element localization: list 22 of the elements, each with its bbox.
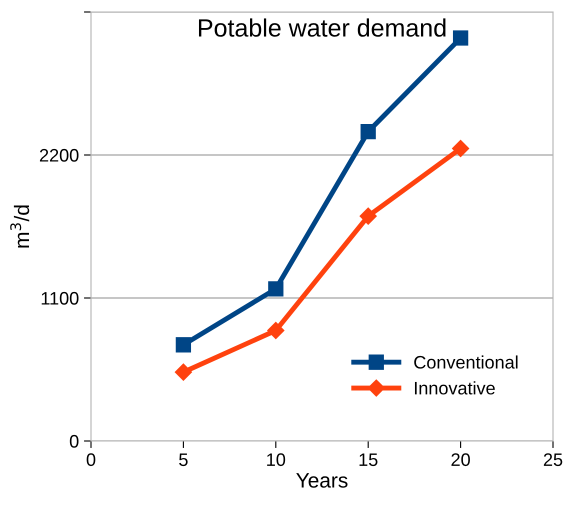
x-tick-label: 5 (179, 453, 188, 466)
x-tick-label: 25 (544, 453, 562, 466)
point (268, 281, 284, 297)
y-axis-title: m$^{3}$/d (10, 205, 30, 248)
x-tick-label: 20 (451, 453, 470, 466)
point (174, 364, 192, 381)
y-tick-label: 2200 (40, 148, 78, 162)
legend-label: Conventional (414, 355, 518, 369)
y-tick-label: 0 (70, 434, 78, 448)
point (360, 124, 376, 140)
x-tick-label: 0 (86, 453, 96, 466)
point (176, 337, 192, 352)
chart-title: Potable water demand (198, 18, 446, 37)
x-tick-label: 15 (360, 453, 378, 466)
legend-label: Innovative (414, 381, 495, 395)
point (452, 30, 468, 46)
x-axis-title: Years (296, 473, 348, 488)
point (452, 140, 470, 158)
point (267, 322, 284, 340)
x-tick-label: 10 (267, 453, 286, 466)
y-tick-label: 1100 (42, 292, 78, 305)
point (360, 208, 377, 225)
